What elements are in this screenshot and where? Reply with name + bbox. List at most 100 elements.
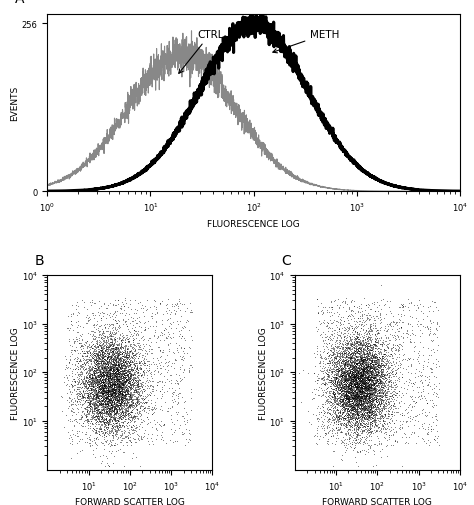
- Point: [359, 375, 366, 383]
- Point: [111, 401, 118, 409]
- Point: [361, 369, 368, 377]
- Point: [365, 364, 372, 372]
- Point: [351, 403, 358, 411]
- Point: [92, 389, 100, 397]
- Point: [344, 337, 351, 345]
- Point: [352, 371, 359, 379]
- Point: [356, 393, 363, 401]
- Point: [123, 381, 130, 389]
- Point: [96, 391, 104, 399]
- Point: [323, 387, 330, 395]
- Point: [354, 392, 361, 400]
- Point: [99, 401, 106, 409]
- Point: [343, 421, 350, 429]
- Point: [335, 372, 343, 380]
- Point: [117, 399, 124, 408]
- Point: [132, 415, 139, 423]
- Point: [86, 397, 94, 405]
- Point: [108, 348, 115, 357]
- Point: [368, 390, 375, 398]
- Point: [109, 381, 116, 389]
- Point: [359, 367, 366, 375]
- Point: [349, 376, 356, 384]
- Point: [118, 398, 125, 406]
- Point: [120, 413, 128, 421]
- Point: [351, 444, 358, 452]
- Point: [157, 365, 164, 373]
- Point: [115, 415, 123, 423]
- Point: [106, 387, 113, 395]
- Point: [356, 345, 364, 353]
- Point: [356, 395, 364, 403]
- Point: [356, 447, 364, 455]
- Point: [110, 399, 118, 408]
- Point: [354, 429, 362, 437]
- Point: [337, 359, 345, 367]
- Point: [98, 372, 106, 380]
- Point: [345, 405, 352, 413]
- Point: [337, 373, 345, 381]
- Point: [345, 406, 352, 414]
- Point: [346, 379, 353, 387]
- Point: [98, 344, 105, 352]
- Point: [125, 351, 132, 360]
- Point: [99, 439, 107, 447]
- Point: [90, 312, 97, 320]
- Point: [369, 408, 377, 416]
- Point: [359, 397, 367, 406]
- Point: [108, 383, 116, 391]
- Point: [299, 367, 306, 375]
- Point: [87, 399, 94, 408]
- Point: [358, 388, 366, 396]
- Point: [361, 356, 369, 364]
- Point: [125, 337, 133, 345]
- Point: [117, 360, 125, 368]
- Point: [101, 368, 109, 376]
- Point: [339, 304, 346, 312]
- Point: [100, 365, 108, 373]
- Point: [117, 336, 125, 344]
- Point: [113, 370, 120, 378]
- Point: [406, 354, 413, 362]
- Point: [89, 424, 96, 432]
- Point: [340, 380, 348, 388]
- Point: [128, 354, 135, 362]
- Point: [330, 418, 337, 426]
- Point: [336, 344, 343, 352]
- Point: [93, 389, 100, 397]
- Point: [367, 382, 375, 390]
- Point: [153, 334, 161, 342]
- Point: [84, 409, 91, 417]
- Point: [94, 410, 101, 418]
- Point: [100, 384, 107, 392]
- Point: [80, 405, 88, 413]
- Point: [97, 384, 105, 392]
- Point: [365, 383, 372, 391]
- Point: [378, 357, 386, 365]
- Point: [75, 416, 83, 424]
- Point: [153, 308, 161, 316]
- Point: [356, 388, 364, 396]
- Point: [102, 369, 110, 377]
- Point: [144, 318, 152, 326]
- Point: [125, 413, 133, 421]
- Point: [353, 361, 361, 369]
- Point: [112, 376, 120, 384]
- Point: [350, 399, 357, 407]
- Point: [379, 361, 386, 369]
- Point: [361, 398, 368, 406]
- Point: [402, 417, 410, 425]
- Point: [345, 398, 353, 406]
- Point: [90, 376, 97, 384]
- Point: [119, 407, 127, 415]
- Point: [344, 372, 352, 380]
- Point: [107, 363, 115, 371]
- Point: [368, 390, 376, 398]
- Point: [348, 393, 356, 401]
- Point: [121, 369, 128, 377]
- Point: [366, 367, 374, 375]
- Point: [105, 392, 113, 400]
- Point: [374, 407, 381, 415]
- Point: [102, 382, 109, 390]
- Point: [128, 380, 136, 388]
